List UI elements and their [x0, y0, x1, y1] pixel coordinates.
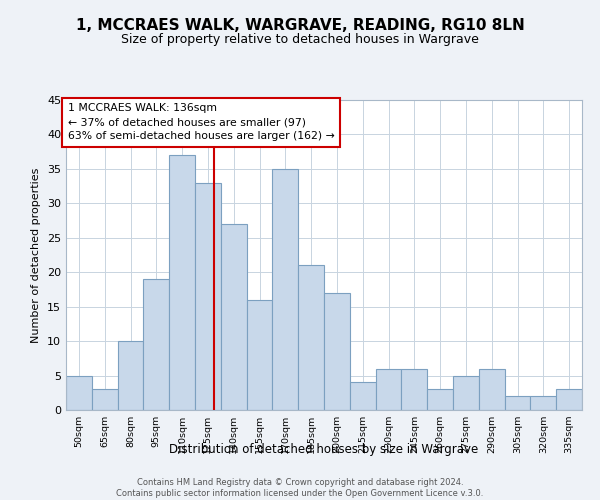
Text: 1 MCCRAES WALK: 136sqm
← 37% of detached houses are smaller (97)
63% of semi-det: 1 MCCRAES WALK: 136sqm ← 37% of detached… — [68, 104, 334, 142]
Bar — [427, 390, 453, 410]
Text: Size of property relative to detached houses in Wargrave: Size of property relative to detached ho… — [121, 32, 479, 46]
Bar — [556, 390, 582, 410]
Bar — [92, 390, 118, 410]
Bar — [118, 341, 143, 410]
Text: Contains HM Land Registry data © Crown copyright and database right 2024.
Contai: Contains HM Land Registry data © Crown c… — [116, 478, 484, 498]
Bar — [143, 279, 169, 410]
Bar — [453, 376, 479, 410]
Bar — [324, 293, 350, 410]
Bar — [298, 266, 324, 410]
Text: Distribution of detached houses by size in Wargrave: Distribution of detached houses by size … — [169, 442, 479, 456]
Bar — [169, 155, 195, 410]
Bar — [350, 382, 376, 410]
Bar — [195, 182, 221, 410]
Y-axis label: Number of detached properties: Number of detached properties — [31, 168, 41, 342]
Bar — [272, 169, 298, 410]
Bar — [530, 396, 556, 410]
Bar — [479, 368, 505, 410]
Bar — [66, 376, 92, 410]
Text: 1, MCCRAES WALK, WARGRAVE, READING, RG10 8LN: 1, MCCRAES WALK, WARGRAVE, READING, RG10… — [76, 18, 524, 32]
Bar — [247, 300, 272, 410]
Bar — [401, 368, 427, 410]
Bar — [221, 224, 247, 410]
Bar — [376, 368, 401, 410]
Bar — [505, 396, 530, 410]
